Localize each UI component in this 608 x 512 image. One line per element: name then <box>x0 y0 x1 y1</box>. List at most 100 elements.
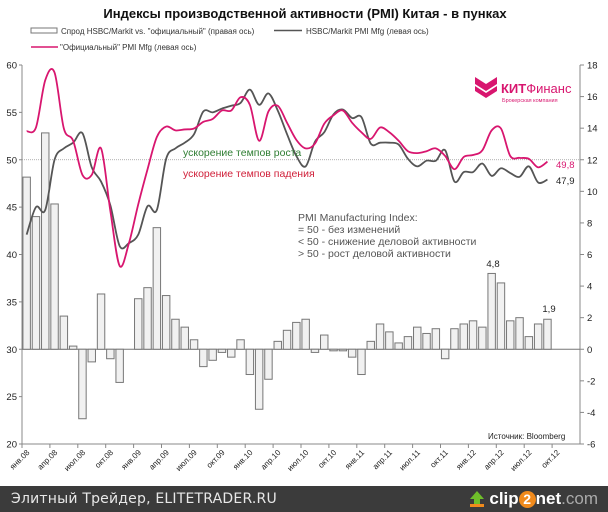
spread-bar <box>199 348 208 368</box>
note-lt: < 50 - снижение деловой активности <box>298 236 477 248</box>
spread-bar <box>450 328 459 350</box>
spread-bar <box>292 321 301 350</box>
upload-arrow-icon <box>470 491 485 507</box>
spread-bar <box>403 336 413 350</box>
spread-bar <box>87 348 96 363</box>
hsbc-last-label: 47,9 <box>556 176 575 187</box>
spread-bar <box>161 295 171 350</box>
left-axis-ticks: 20 25 30 35 40 45 50 55 60 <box>6 61 22 451</box>
left-tick-label: 30 <box>6 345 17 356</box>
left-tick-label: 45 <box>6 203 17 214</box>
clip2net-text-com: .com <box>561 489 598 508</box>
left-tick-label: 50 <box>6 155 17 166</box>
legend-swatch-spread <box>30 27 58 34</box>
chart-title: Индексы производственной активности (PMI… <box>103 6 507 21</box>
spread-bar <box>496 282 506 350</box>
x-tick-label: апр.09 <box>147 448 171 472</box>
spread-bar <box>236 339 245 350</box>
legend: Спрод HSBC/Markit vs. "официальный" (пра… <box>30 27 429 52</box>
spread-bar <box>245 348 255 376</box>
annotation-decline: ускорение темпов падения <box>183 168 315 180</box>
spread-bar <box>524 336 534 350</box>
spread-bar <box>22 176 31 350</box>
spread-bar <box>533 323 543 350</box>
legend-label-hsbc: HSBC/Markit PMI Mfg (левая ось) <box>306 27 429 36</box>
x-tick-label: апр.11 <box>371 448 395 472</box>
x-tick-label: июл.12 <box>509 448 534 473</box>
clip2net-text-net: net <box>535 489 562 508</box>
spread-bar <box>413 326 422 350</box>
annotation-growth: ускорение темпов роста <box>183 147 301 159</box>
x-tick-label: окт.10 <box>316 448 338 470</box>
spread-bar <box>217 348 227 353</box>
x-tick-label: окт.12 <box>540 448 562 470</box>
spread-bar <box>422 332 431 350</box>
right-tick-label: 6 <box>587 250 592 261</box>
spread-bar <box>394 342 403 350</box>
right-tick-label: 12 <box>587 155 598 166</box>
spread-bar <box>487 272 496 350</box>
left-tick-label: 55 <box>6 108 17 119</box>
x-tick-label: янв.11 <box>343 448 366 471</box>
spread-bar <box>310 348 320 353</box>
note-eq: = 50 - без изменений <box>298 224 400 236</box>
x-tick-label: июл.08 <box>62 448 87 473</box>
x-tick-label: янв.10 <box>231 448 255 472</box>
source-note: Источник: Bloomberg <box>488 432 565 441</box>
spread-bar <box>96 293 106 350</box>
spread-bars <box>22 132 552 420</box>
spread-bar <box>515 317 524 350</box>
spread-bar <box>171 318 180 350</box>
spread-bar <box>329 348 338 352</box>
spread-bar <box>543 318 552 350</box>
kitfinance-logo: КИТФинанс Брокерская компания <box>475 77 572 104</box>
official-last-label: 49,8 <box>556 160 575 171</box>
spread-bar <box>366 340 375 350</box>
clip2net-text-clip: clip <box>489 489 519 508</box>
right-tick-label: -4 <box>587 408 595 419</box>
bar-label-last: 1,9 <box>542 304 555 315</box>
spread-bar <box>468 320 478 350</box>
right-tick-label: 16 <box>587 92 598 103</box>
right-tick-label: 0 <box>587 345 592 356</box>
clip2net-text-2: 2 <box>518 490 536 508</box>
footer-bar: Элитный Трейдер, ELITETRADER.RU clip 2 net… <box>0 486 608 512</box>
kitfinance-logo-icon <box>475 77 497 98</box>
spread-bar <box>180 326 189 350</box>
legend-label-spread: Спрод HSBC/Markit vs. "официальный" (пра… <box>61 27 255 36</box>
x-tick-label: янв.08 <box>8 448 32 472</box>
left-tick-label: 35 <box>6 297 17 308</box>
x-tick-label: окт.11 <box>428 448 450 470</box>
spread-bar <box>254 348 264 410</box>
spread-bar <box>106 348 115 360</box>
pmi-legend-note: PMI Manufacturing Index: = 50 - без изме… <box>298 212 477 260</box>
clip2net-logo[interactable]: clip 2 net .com <box>468 489 598 509</box>
right-axis-ticks: -6 -4 -2 0 2 4 6 8 10 12 14 16 18 <box>580 61 598 451</box>
spread-bar <box>320 334 329 350</box>
hsbc-pmi-line <box>25 88 548 250</box>
right-tick-label: -2 <box>587 376 595 387</box>
spread-bar <box>31 216 41 350</box>
left-tick-label: 40 <box>6 250 17 261</box>
kitfinance-logo-subtitle: Брокерская компания <box>502 98 558 104</box>
spread-bar <box>41 132 50 350</box>
spread-bar <box>152 227 162 350</box>
spread-bar <box>143 287 152 350</box>
legend-label-official: "Официальный" PMI Mfg (левая ось) <box>60 43 197 52</box>
spread-bar <box>506 320 515 350</box>
x-tick-label: июл.11 <box>398 448 423 473</box>
spread-bar <box>115 348 124 383</box>
right-tick-label: 8 <box>587 218 592 229</box>
right-tick-label: 10 <box>587 187 598 198</box>
spread-bar <box>264 348 273 380</box>
spread-bar <box>357 348 366 376</box>
spread-bar <box>208 348 217 361</box>
pmi-chart: Индексы производственной активности (PMI… <box>6 6 598 473</box>
spread-bar <box>59 315 69 350</box>
spread-bar <box>282 329 292 350</box>
spread-bar <box>385 331 394 350</box>
spread-bar <box>459 323 468 350</box>
x-tick-label: янв.09 <box>120 448 144 472</box>
x-axis-ticks: янв.08 апр.08 июл.08 окт.08 янв.09 апр.09 июл.… <box>8 444 562 473</box>
footer-watermark-text: Элитный Трейдер, ELITETRADER.RU <box>11 491 277 507</box>
